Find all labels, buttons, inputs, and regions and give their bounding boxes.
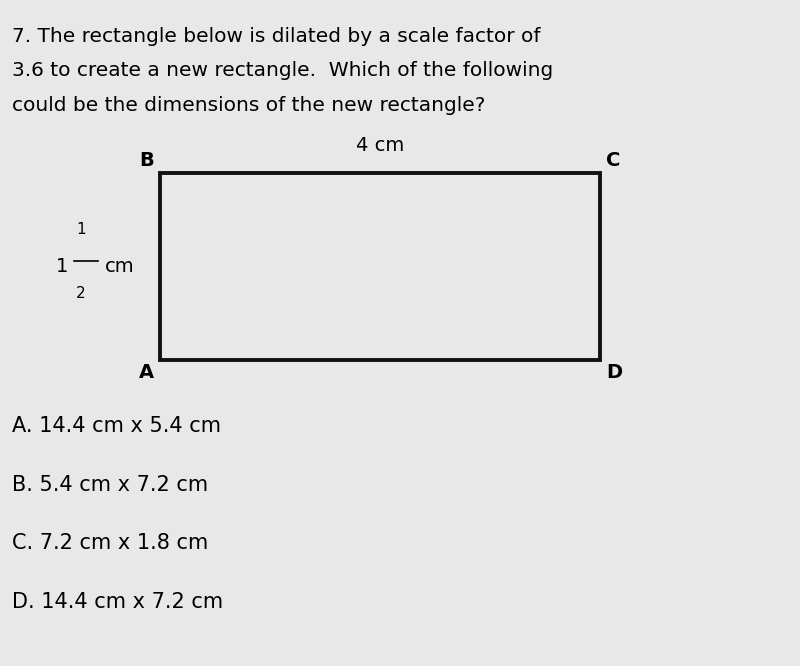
Text: D: D (606, 362, 622, 382)
Text: 4 cm: 4 cm (356, 135, 404, 155)
Text: C: C (606, 151, 620, 170)
Text: B. 5.4 cm x 7.2 cm: B. 5.4 cm x 7.2 cm (12, 475, 208, 495)
Text: 2: 2 (76, 286, 86, 300)
Bar (160, 173, 600, 360)
Text: D. 14.4 cm x 7.2 cm: D. 14.4 cm x 7.2 cm (12, 592, 223, 612)
Text: A. 14.4 cm x 5.4 cm: A. 14.4 cm x 5.4 cm (12, 416, 221, 436)
Text: cm: cm (105, 257, 134, 276)
Text: C. 7.2 cm x 1.8 cm: C. 7.2 cm x 1.8 cm (12, 533, 208, 553)
Text: B: B (139, 151, 154, 170)
Text: 3.6 to create a new rectangle.  Which of the following: 3.6 to create a new rectangle. Which of … (12, 61, 554, 81)
Text: 7. The rectangle below is dilated by a scale factor of: 7. The rectangle below is dilated by a s… (12, 27, 541, 46)
Text: 1: 1 (76, 222, 86, 237)
Text: 1: 1 (56, 257, 68, 276)
Text: A: A (139, 362, 154, 382)
Text: could be the dimensions of the new rectangle?: could be the dimensions of the new recta… (12, 96, 486, 115)
